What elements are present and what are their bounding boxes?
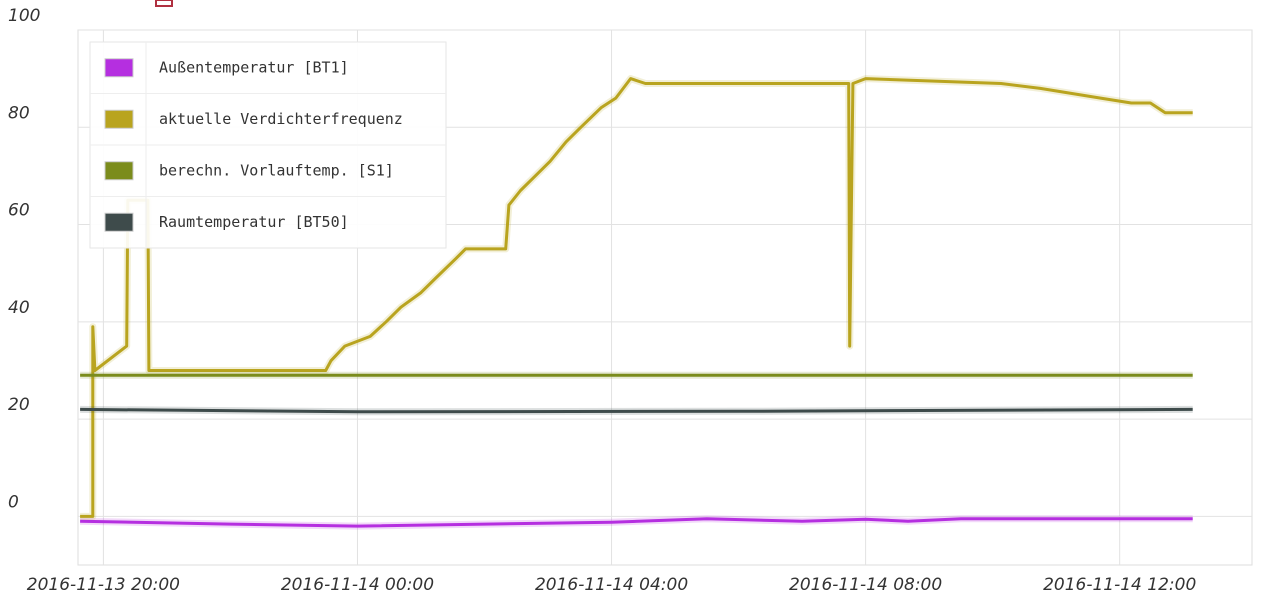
legend-swatch	[104, 109, 134, 129]
y-tick-label: 80	[8, 103, 30, 123]
legend-label: aktuelle Verdichterfrequenz	[159, 110, 403, 128]
series-line	[80, 407, 1193, 414]
series-line	[80, 517, 1193, 528]
x-tick-label: 2016-11-13 20:00	[27, 575, 180, 595]
legend-swatch	[104, 212, 134, 232]
y-tick-label: 40	[8, 298, 30, 318]
toolbar-icon	[155, 0, 173, 7]
x-tick-label: 2016-11-14 12:00	[1043, 575, 1196, 595]
x-tick-label: 2016-11-14 04:00	[535, 575, 688, 595]
legend-swatch	[104, 161, 134, 181]
legend-label: Raumtemperatur [BT50]	[159, 213, 349, 231]
legend-swatch	[104, 58, 134, 78]
y-tick-label: 0	[8, 492, 19, 512]
y-tick-label: 20	[8, 395, 30, 415]
legend-label: Außentemperatur [BT1]	[159, 58, 349, 76]
x-tick-label: 2016-11-14 08:00	[789, 575, 942, 595]
y-tick-label: 60	[8, 201, 30, 221]
series-line	[80, 77, 1193, 518]
y-tick-label: 100	[8, 6, 40, 26]
x-tick-label: 2016-11-14 00:00	[281, 575, 434, 595]
legend-label: berechn. Vorlauftemp. [S1]	[159, 161, 394, 179]
